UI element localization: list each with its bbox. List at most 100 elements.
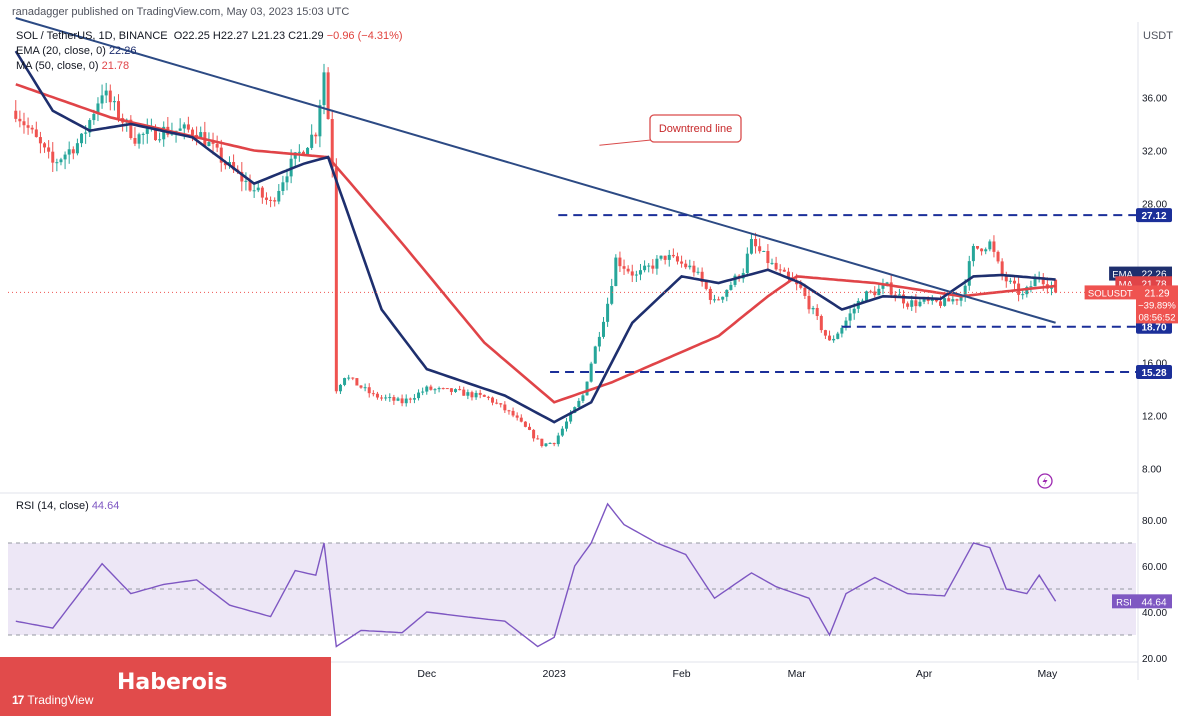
candle bbox=[565, 421, 568, 429]
candle bbox=[454, 389, 458, 392]
candle bbox=[902, 294, 906, 304]
candle bbox=[848, 313, 852, 321]
price-tick-label: 32.00 bbox=[1142, 147, 1167, 158]
tradingview-logo[interactable]: 17 TradingView bbox=[12, 693, 93, 707]
candle bbox=[18, 118, 22, 122]
downtrend-line bbox=[15, 17, 1056, 324]
level-badge-label: 15.28 bbox=[1141, 368, 1166, 379]
candle bbox=[729, 284, 733, 290]
candle bbox=[721, 296, 725, 300]
candle bbox=[47, 147, 51, 152]
candle bbox=[556, 435, 560, 445]
ema20-line bbox=[14, 50, 1056, 424]
candle bbox=[158, 139, 162, 141]
candle bbox=[145, 128, 149, 134]
candle bbox=[412, 398, 416, 400]
candle bbox=[675, 256, 679, 262]
candle bbox=[462, 389, 466, 396]
annotation-connector bbox=[599, 139, 652, 146]
ma-legend-value: 21.78 bbox=[101, 60, 130, 72]
candle bbox=[1004, 275, 1008, 282]
candle bbox=[343, 378, 347, 385]
symbol-value-box bbox=[1136, 285, 1178, 324]
ema-legend-label: EMA (20, close, 0) bbox=[16, 45, 106, 57]
symbol-tag-label: SOLUSDT bbox=[1088, 288, 1133, 299]
candle bbox=[445, 388, 449, 390]
candle bbox=[606, 303, 610, 322]
candle bbox=[782, 269, 786, 272]
candle bbox=[1000, 261, 1004, 276]
candle bbox=[71, 149, 75, 154]
candle bbox=[980, 248, 984, 252]
candle bbox=[1033, 278, 1037, 287]
rsi-legend[interactable]: RSI (14, close) 44.64 bbox=[16, 500, 119, 512]
candle bbox=[988, 241, 992, 250]
candle bbox=[137, 134, 141, 144]
candle bbox=[215, 143, 219, 148]
candle bbox=[51, 151, 55, 163]
candle bbox=[622, 266, 626, 269]
candle bbox=[449, 388, 453, 392]
price-tick-label: 36.00 bbox=[1142, 94, 1167, 105]
ma-legend[interactable]: MA (50, close, 0) 21.78 bbox=[16, 60, 129, 72]
candle bbox=[647, 265, 651, 267]
candle bbox=[976, 245, 979, 249]
candle bbox=[211, 141, 215, 144]
candle bbox=[22, 121, 26, 126]
candle bbox=[832, 338, 836, 341]
candle bbox=[778, 269, 782, 271]
candle bbox=[186, 124, 190, 130]
price-tick-label: 8.00 bbox=[1142, 465, 1162, 476]
ema-legend[interactable]: EMA (20, close, 0) 22.26 bbox=[16, 45, 136, 57]
candle bbox=[100, 95, 104, 104]
candle bbox=[1012, 280, 1016, 284]
candle bbox=[758, 246, 762, 252]
candle bbox=[766, 250, 770, 264]
candle bbox=[893, 294, 897, 296]
candle bbox=[26, 125, 30, 128]
candle bbox=[910, 300, 914, 307]
candle bbox=[1021, 294, 1025, 296]
candle bbox=[552, 442, 556, 445]
candle bbox=[367, 387, 371, 394]
candle bbox=[375, 393, 379, 398]
symbol-line: SOL / TetherUS, 1D, BINANCE O22.25 H22.2… bbox=[16, 30, 403, 42]
time-axis-label: 2023 bbox=[542, 668, 566, 680]
candle bbox=[955, 299, 959, 301]
candle bbox=[667, 254, 671, 260]
candle bbox=[762, 250, 766, 252]
candle bbox=[240, 171, 244, 182]
candle bbox=[34, 129, 38, 138]
candle bbox=[478, 392, 482, 395]
candle bbox=[696, 271, 700, 273]
price-tick-label: 16.00 bbox=[1142, 359, 1167, 370]
candle bbox=[712, 299, 716, 301]
candle bbox=[108, 90, 112, 103]
candle bbox=[803, 287, 807, 296]
candle bbox=[926, 299, 930, 302]
rsi-value-box bbox=[1136, 594, 1172, 609]
candle bbox=[1041, 277, 1045, 285]
rsi-legend-label: RSI (14, close) bbox=[16, 500, 89, 512]
candle bbox=[663, 255, 667, 260]
candle bbox=[359, 385, 363, 388]
candle bbox=[865, 291, 869, 301]
rsi-line bbox=[15, 502, 1057, 648]
candle bbox=[943, 298, 947, 306]
candle bbox=[277, 190, 281, 202]
candle bbox=[581, 395, 585, 401]
rsi-tick-label: 60.00 bbox=[1142, 562, 1167, 573]
candle bbox=[577, 400, 581, 408]
candle bbox=[786, 271, 790, 278]
candle bbox=[334, 167, 338, 392]
candle bbox=[223, 162, 227, 166]
candle bbox=[918, 301, 922, 307]
candle bbox=[264, 197, 268, 200]
candle bbox=[996, 251, 1000, 262]
brand-name: Haberois bbox=[117, 670, 228, 695]
candle bbox=[906, 303, 910, 307]
candle bbox=[815, 307, 819, 317]
level-badge bbox=[1136, 208, 1172, 223]
candle bbox=[630, 271, 634, 276]
